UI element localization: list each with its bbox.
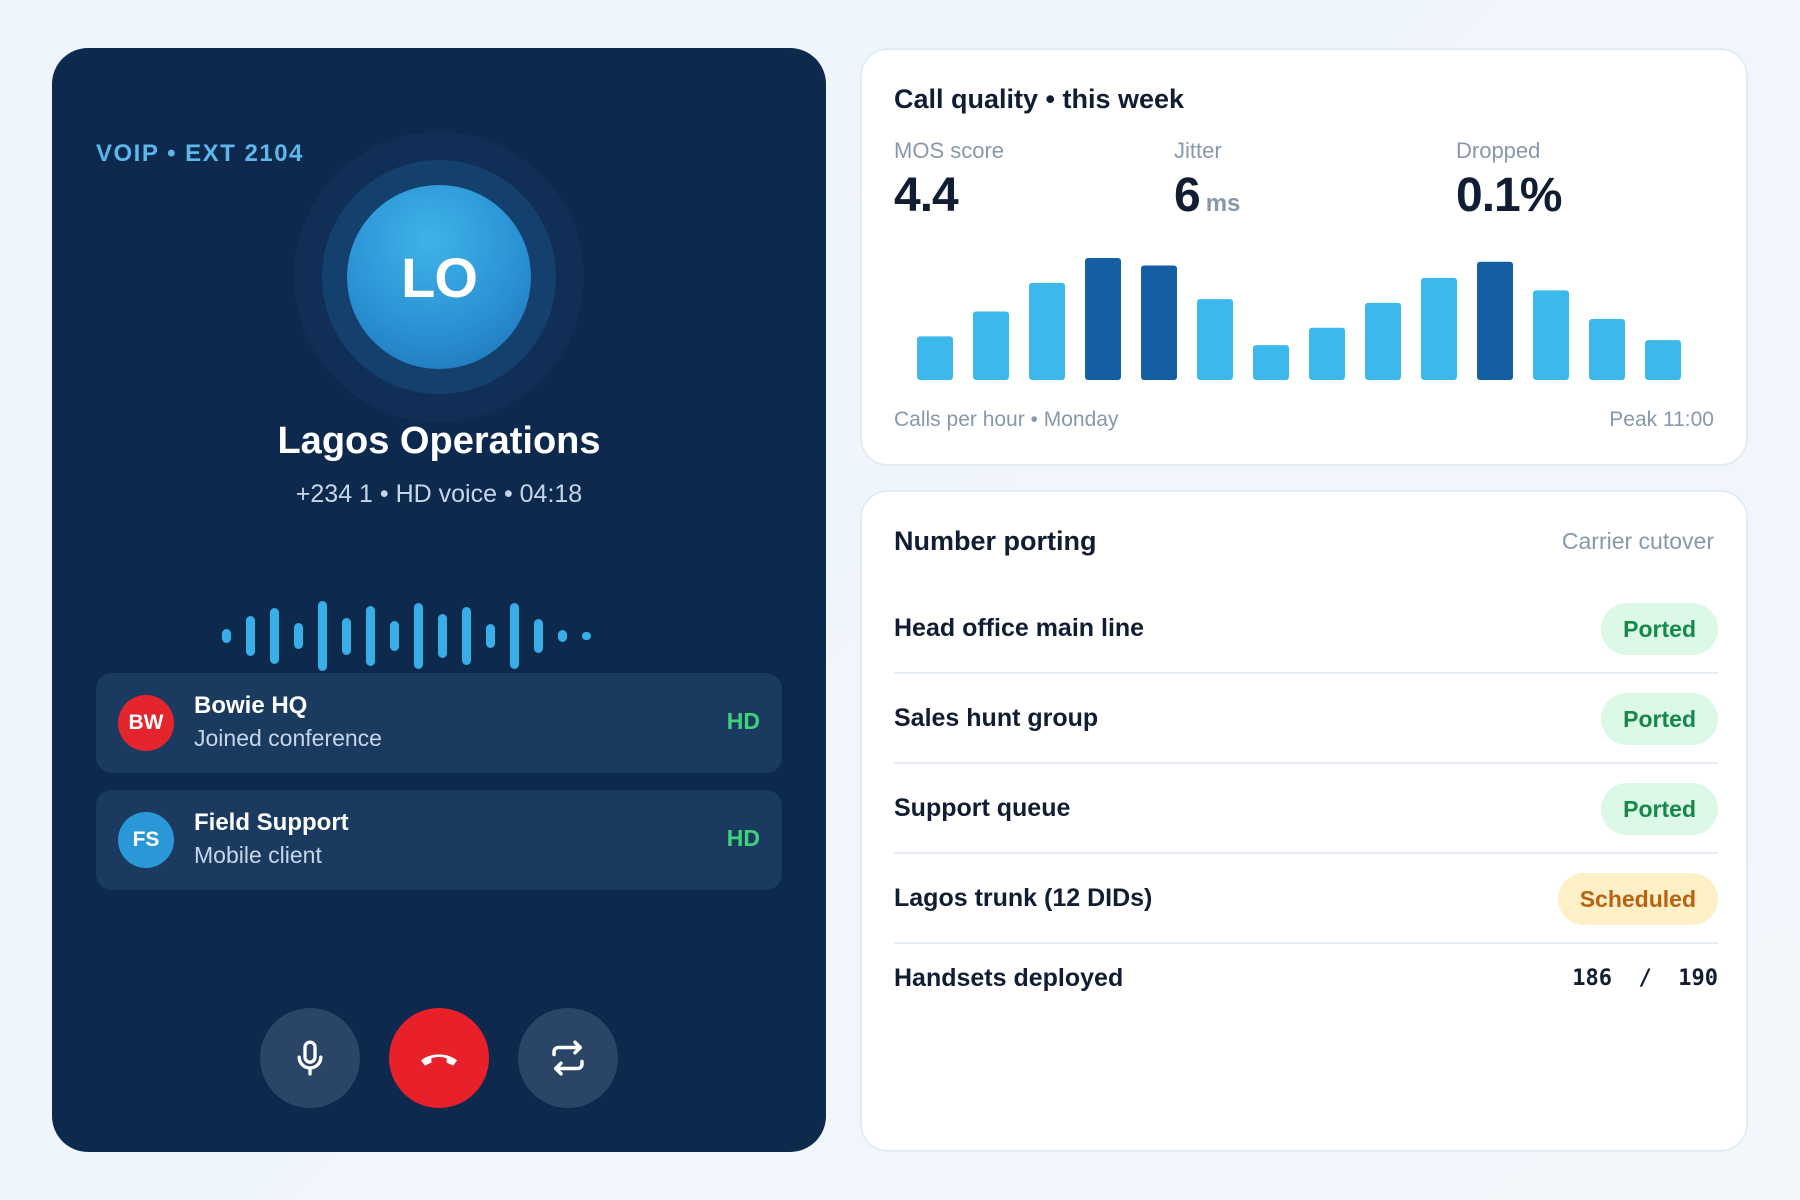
jitter-label: Jitter	[1174, 138, 1222, 163]
waveform-bar	[366, 606, 375, 666]
porting-row: Sales hunt group Ported	[894, 674, 1718, 764]
waveform-bar	[462, 607, 471, 665]
porting-row: Head office main line Ported	[894, 584, 1718, 674]
chart-caption: Calls per hour • Monday	[894, 408, 1119, 431]
waveform-bar	[534, 619, 543, 653]
hour-bar	[1645, 340, 1681, 380]
hour-bar	[1029, 282, 1065, 380]
waveform-bar	[558, 630, 567, 642]
hour-bar	[1365, 302, 1401, 380]
hour-bar	[1589, 319, 1625, 380]
waveform-bar	[318, 600, 327, 672]
waveform-bar	[246, 615, 255, 657]
number-porting-panel: Number porting Carrier cutover Head offi…	[860, 490, 1748, 1152]
hour-bar	[1477, 261, 1513, 380]
number-porting-title: Number porting	[894, 526, 1097, 556]
participant-avatar: BW	[118, 695, 174, 751]
active-call-card: VOIP • EXT 2104 LO Lagos Operations +234…	[52, 48, 826, 1152]
waveform-bar	[342, 617, 351, 655]
caller-name: Lagos Operations	[277, 420, 601, 462]
waveform-bar	[222, 628, 231, 644]
hang-up-button[interactable]	[389, 1008, 489, 1108]
porting-row: Lagos trunk (12 DIDs) Scheduled	[894, 854, 1718, 944]
audio-waveform	[222, 598, 652, 674]
porting-row-label: Lagos trunk (12 DIDs)	[894, 884, 1153, 912]
caller-avatar: LO	[347, 185, 531, 369]
hour-bar	[1197, 299, 1233, 380]
participant-name: Field Support	[194, 809, 349, 836]
mos-score-label: MOS score	[894, 138, 1005, 163]
status-badge: Ported	[1601, 693, 1718, 745]
call-quality-panel: Call quality • this week MOS score 4.4 J…	[860, 48, 1748, 466]
porting-row-label: Head office main line	[894, 614, 1145, 642]
participant-avatar: FS	[118, 812, 174, 868]
participant-bowie-hq[interactable]: BW Bowie HQ Joined conference HD	[96, 673, 782, 773]
porting-row: Support queue Ported	[894, 764, 1718, 854]
waveform-bar	[486, 624, 495, 648]
status-badge: Ported	[1601, 783, 1718, 835]
waveform-bar	[270, 608, 279, 664]
participant-status: Joined conference	[194, 725, 382, 751]
waveform-bar	[582, 632, 591, 640]
waveform-bar	[294, 623, 303, 649]
participant-quality-badge: HD	[726, 708, 760, 734]
caller-meta: +234 1 • HD voice • 04:18	[295, 480, 583, 508]
handsets-label: Handsets deployed	[894, 964, 1124, 992]
hour-bar	[973, 311, 1009, 380]
hour-bar	[1253, 345, 1289, 380]
porting-row-label: Sales hunt group	[894, 704, 1099, 732]
dropped-value: 0.1%	[1456, 169, 1562, 222]
participant-field-support[interactable]: FS Field Support Mobile client HD	[96, 790, 782, 890]
waveform-bar	[438, 613, 447, 659]
hour-bar	[1085, 258, 1121, 380]
waveform-bar	[414, 603, 423, 669]
hour-bar	[917, 336, 953, 380]
transfer-arrows-icon	[552, 1040, 584, 1076]
hour-bar	[1141, 265, 1177, 380]
mute-button[interactable]	[260, 1008, 360, 1108]
phone-hang-up-icon	[421, 1054, 457, 1066]
participant-status: Mobile client	[194, 842, 322, 868]
calls-per-hour-chart	[917, 258, 1681, 380]
participant-name: Bowie HQ	[194, 692, 308, 719]
mos-score-value: 4.4	[894, 169, 959, 222]
jitter-unit: ms	[1205, 190, 1241, 217]
extension-label: VOIP • EXT 2104	[96, 140, 304, 167]
participant-quality-badge: HD	[726, 825, 760, 851]
hour-bar	[1421, 277, 1457, 380]
jitter-value: 6 ms	[1174, 169, 1241, 222]
porting-row-label: Support queue	[894, 794, 1071, 822]
carrier-cutover-label: Carrier cutover	[1561, 528, 1714, 554]
hour-bar	[1309, 327, 1345, 380]
waveform-bar	[510, 602, 519, 670]
waveform-bar	[390, 621, 399, 651]
handsets-count: 186 / 190	[1572, 966, 1718, 991]
transfer-button[interactable]	[518, 1008, 618, 1108]
peak-label: Peak 11:00	[1609, 408, 1714, 431]
caller-avatar-halo: LO	[294, 132, 584, 422]
call-quality-title: Call quality • this week	[894, 84, 1185, 114]
dropped-label: Dropped	[1456, 138, 1541, 163]
microphone-icon	[297, 1040, 323, 1076]
hour-bar	[1533, 290, 1569, 380]
status-badge: Scheduled	[1557, 873, 1718, 925]
handsets-row: Handsets deployed 186 / 190	[894, 934, 1718, 1024]
status-badge: Ported	[1601, 603, 1718, 655]
